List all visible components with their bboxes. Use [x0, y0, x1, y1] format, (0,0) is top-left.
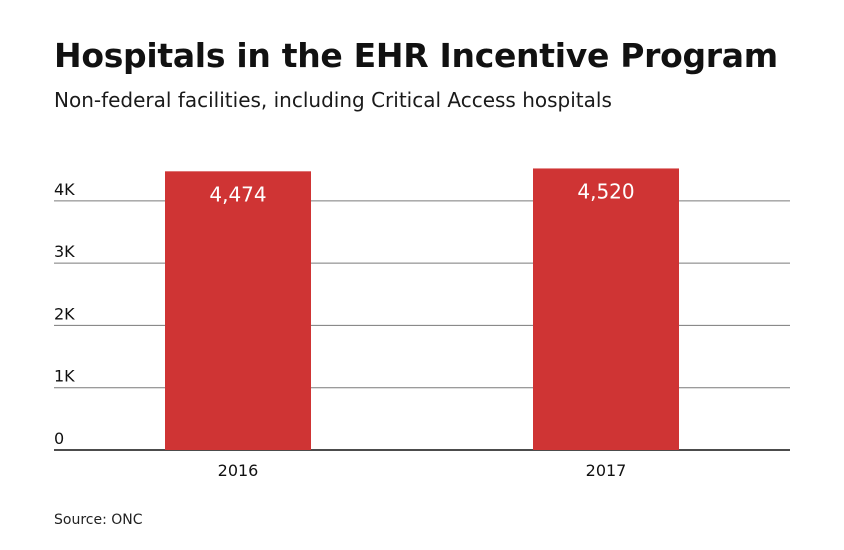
labels: 0 1K 2K 3K 4K 4,474 2016 4,520 2017 [54, 179, 635, 480]
bar [533, 168, 679, 450]
y-tick-label: 0 [54, 429, 64, 448]
y-tick-label: 4K [54, 180, 75, 199]
y-tick-label: 3K [54, 242, 75, 261]
data-label: 4,474 [209, 182, 266, 206]
x-tick-label: 2017 [586, 461, 627, 480]
y-tick-label: 2K [54, 304, 75, 323]
gridlines [54, 200, 790, 451]
source-note: Source: ONC [54, 512, 143, 528]
bars [165, 168, 679, 450]
bar [165, 171, 311, 450]
data-label: 4,520 [577, 179, 634, 203]
y-tick-label: 1K [54, 367, 75, 386]
chart-subtitle: Non-federal facilities, including Critic… [54, 88, 612, 112]
x-tick-label: 2016 [218, 461, 259, 480]
chart-title: Hospitals in the EHR Incentive Program [54, 36, 778, 75]
